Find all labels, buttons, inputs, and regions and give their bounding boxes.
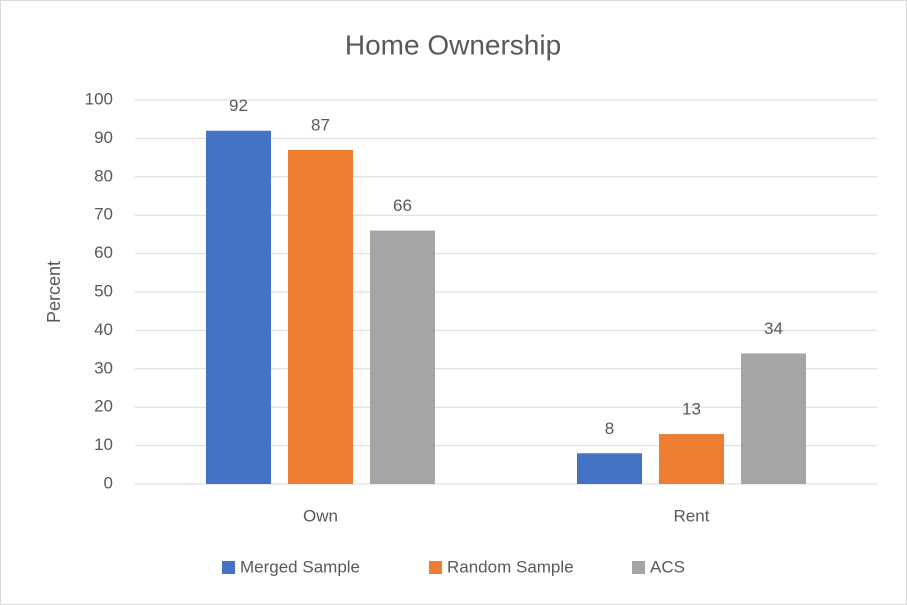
data-label: 87: [311, 115, 330, 134]
bar: [206, 130, 271, 484]
legend-swatch: [429, 561, 442, 574]
y-axis-label: Percent: [44, 261, 64, 323]
y-tick-label: 0: [104, 473, 113, 492]
y-tick-label: 80: [94, 166, 113, 185]
y-tick-label: 20: [94, 397, 113, 416]
y-tick-label: 60: [94, 243, 113, 262]
x-tick-label: Own: [303, 506, 338, 525]
data-label: 92: [229, 96, 248, 115]
bar: [659, 434, 724, 484]
bar: [288, 149, 353, 485]
bar: [370, 230, 435, 484]
y-tick-label: 30: [94, 358, 113, 377]
legend-swatch: [632, 561, 645, 574]
bar: [741, 353, 806, 484]
y-tick-label: 70: [94, 205, 113, 224]
data-label: 13: [682, 400, 701, 419]
legend-label: Random Sample: [447, 557, 574, 576]
y-tick-label: 90: [94, 128, 113, 147]
bar: [577, 453, 642, 484]
x-tick-label: Rent: [674, 506, 710, 525]
y-tick-label: 10: [94, 435, 113, 454]
legend-label: Merged Sample: [240, 557, 360, 576]
y-tick-label: 40: [94, 320, 113, 339]
chart-title: Home Ownership: [345, 29, 561, 60]
legend-label: ACS: [650, 557, 685, 576]
y-tick-label: 100: [85, 89, 113, 108]
data-label: 66: [393, 196, 412, 215]
data-label: 8: [605, 419, 614, 438]
y-tick-label: 50: [94, 281, 113, 300]
data-label: 34: [764, 319, 783, 338]
legend-swatch: [222, 561, 235, 574]
